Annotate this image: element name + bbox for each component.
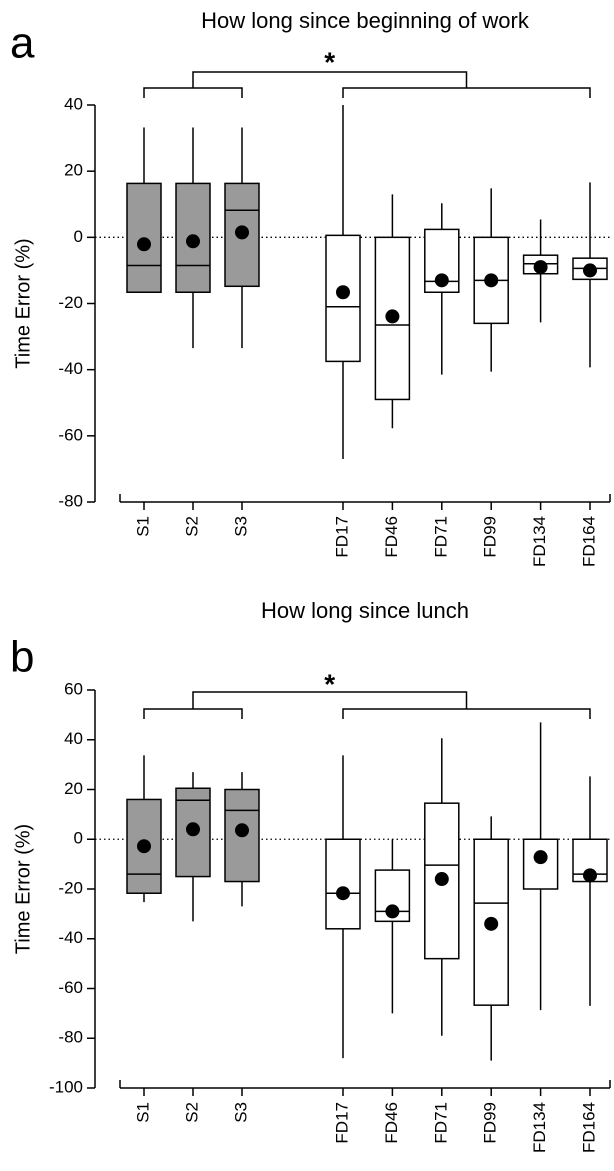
group-bracket bbox=[342, 87, 591, 98]
chart-title: How long since lunch bbox=[261, 598, 469, 623]
y-tick-label: -80 bbox=[58, 1028, 83, 1047]
y-tick-label: 40 bbox=[64, 94, 83, 113]
mean-dot bbox=[385, 904, 400, 919]
mean-dot bbox=[583, 263, 597, 278]
mean-dot bbox=[137, 839, 151, 854]
y-tick-label: -40 bbox=[58, 359, 83, 378]
y-tick-label: 20 bbox=[64, 779, 83, 798]
x-tick-label: FD99 bbox=[481, 1102, 500, 1144]
mean-dot bbox=[186, 822, 200, 837]
y-axis-label: Time Error (%) bbox=[12, 824, 34, 954]
y-tick-label: 0 bbox=[74, 227, 83, 246]
x-tick-label: FD17 bbox=[332, 1102, 351, 1144]
group-bracket bbox=[143, 708, 243, 719]
mean-dot bbox=[385, 309, 400, 324]
mean-dot bbox=[235, 225, 249, 240]
y-tick-label: 40 bbox=[64, 729, 83, 748]
mean-dot bbox=[434, 273, 449, 288]
mean-dot bbox=[336, 886, 350, 901]
significance-bracket bbox=[192, 71, 468, 88]
y-tick-label: -60 bbox=[58, 425, 83, 444]
y-tick-label: -100 bbox=[49, 1077, 83, 1096]
mean-dot bbox=[484, 916, 499, 931]
y-tick-label: -40 bbox=[58, 928, 83, 947]
mean-dot bbox=[137, 237, 151, 252]
x-tick-label: S2 bbox=[182, 1102, 201, 1123]
x-tick-label: FD134 bbox=[530, 1102, 549, 1153]
x-tick-label: FD99 bbox=[481, 516, 500, 558]
x-tick-label: S1 bbox=[133, 1102, 152, 1123]
x-tick-label: FD71 bbox=[431, 1102, 450, 1144]
y-axis-label: Time Error (%) bbox=[12, 238, 34, 368]
group-bracket bbox=[143, 87, 243, 98]
mean-dot bbox=[434, 872, 449, 887]
y-tick-label: 60 bbox=[64, 679, 83, 698]
mean-dot bbox=[533, 260, 548, 275]
y-tick-label: -60 bbox=[58, 978, 83, 997]
y-tick-label: -80 bbox=[58, 491, 83, 510]
x-tick-label: S3 bbox=[231, 1102, 250, 1123]
mean-dot bbox=[484, 273, 499, 288]
y-tick-label: -20 bbox=[58, 878, 83, 897]
mean-dot bbox=[583, 868, 597, 883]
x-tick-label: FD71 bbox=[431, 516, 450, 558]
mean-dot bbox=[186, 234, 200, 249]
x-tick-label: FD46 bbox=[382, 1102, 401, 1144]
significance-bracket bbox=[192, 691, 468, 709]
significance-star: * bbox=[324, 668, 335, 699]
mean-dot bbox=[533, 850, 548, 865]
x-tick-label: FD134 bbox=[530, 516, 549, 567]
y-tick-label: 0 bbox=[74, 829, 83, 848]
x-tick-label: S1 bbox=[133, 516, 152, 537]
x-tick-label: S2 bbox=[182, 516, 201, 537]
mean-dot bbox=[235, 823, 249, 838]
panel-label: a bbox=[10, 19, 35, 68]
x-tick-label: S3 bbox=[231, 516, 250, 537]
x-tick-label: FD17 bbox=[332, 516, 351, 558]
y-tick-label: 20 bbox=[64, 161, 83, 180]
x-tick-label: FD164 bbox=[579, 1102, 598, 1153]
x-tick-label: FD46 bbox=[382, 516, 401, 558]
x-tick-label: FD164 bbox=[579, 516, 598, 567]
y-tick-label: -20 bbox=[58, 293, 83, 312]
chart-title: How long since beginning of work bbox=[201, 8, 530, 33]
group-bracket bbox=[342, 708, 591, 719]
significance-star: * bbox=[324, 46, 335, 77]
box bbox=[126, 182, 162, 294]
mean-dot bbox=[336, 285, 350, 300]
panel-label: b bbox=[10, 633, 34, 682]
box bbox=[325, 838, 361, 930]
